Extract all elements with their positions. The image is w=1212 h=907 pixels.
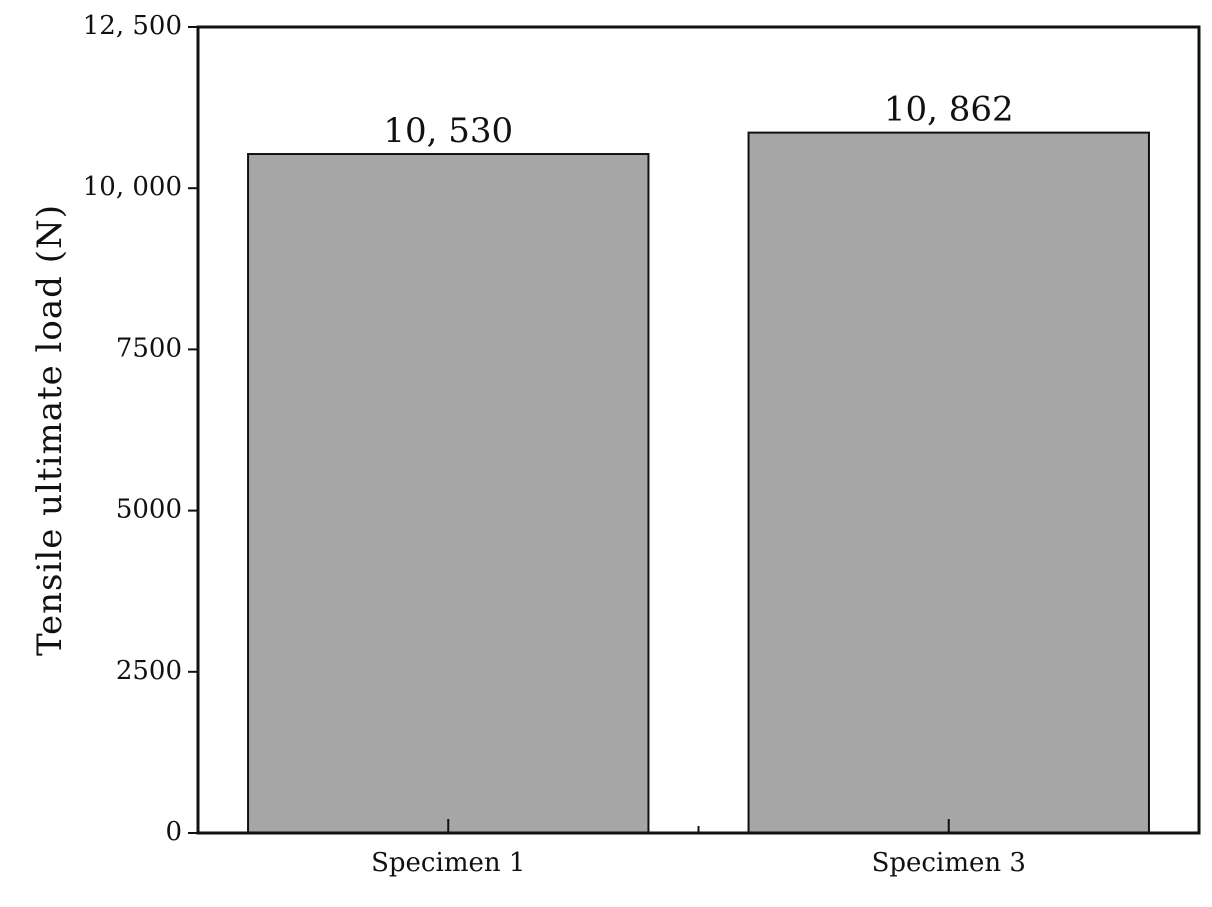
y-tick-label: 12, 500 <box>83 11 182 41</box>
labels-layer: 0 2500 5000 7500 10, 000 12, 500 Specimen 1 10,… <box>83 11 1026 878</box>
bar-value-label: 10, 862 <box>884 90 1014 130</box>
bars-layer <box>247 131 1150 835</box>
bar-value-label: 10, 530 <box>383 111 513 151</box>
bar-2 <box>747 131 1150 835</box>
x-category-label: Specimen 3 <box>872 848 1026 878</box>
y-tick-label: 7500 <box>116 333 182 363</box>
ticks-layer <box>188 26 950 834</box>
y-axis-title: Tensile ultimate load (N) <box>30 204 70 656</box>
y-tick-label: 0 <box>165 817 182 847</box>
y-tick-label: 5000 <box>116 495 182 525</box>
bar-1 <box>247 153 650 835</box>
y-tick-label: 2500 <box>116 656 182 686</box>
x-category-label: Specimen 1 <box>371 848 525 878</box>
y-tick-label: 10, 000 <box>83 172 182 202</box>
